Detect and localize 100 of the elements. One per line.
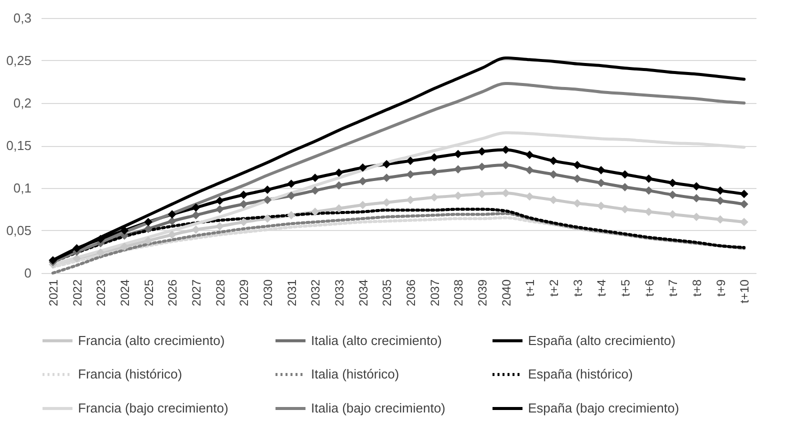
- point: [310, 208, 320, 216]
- x-tick-label: t+8: [690, 279, 704, 297]
- point: [740, 200, 748, 208]
- point: [502, 160, 510, 170]
- point: [72, 244, 81, 253]
- point: [263, 196, 272, 204]
- point: [334, 181, 344, 190]
- x-tick-label: t+1: [523, 279, 538, 297]
- legend-label: Italia (alto crecimiento): [311, 332, 442, 348]
- point: [120, 242, 129, 251]
- x-tick-label: 2031: [284, 279, 299, 306]
- point: [358, 163, 367, 172]
- x-tick-label: 2040: [499, 279, 514, 306]
- x-tick-label: t+5: [618, 279, 632, 297]
- point: [573, 160, 582, 170]
- point: [382, 160, 391, 168]
- point: [573, 199, 582, 208]
- x-tick-label: 2023: [94, 279, 108, 306]
- x-tick-label: 2024: [118, 279, 132, 306]
- y-tick-label: 0,1: [13, 180, 32, 196]
- point: [502, 146, 510, 154]
- point: [549, 156, 558, 165]
- point: [716, 215, 724, 224]
- x-tick-label: t+4: [594, 279, 609, 297]
- point: [334, 168, 344, 177]
- x-tick-label: 2033: [332, 279, 346, 306]
- x-tick-label: 2025: [142, 279, 156, 306]
- point: [239, 190, 248, 199]
- x-tick-label: 2039: [475, 279, 490, 306]
- point: [168, 210, 176, 219]
- point: [430, 168, 438, 176]
- point: [596, 178, 606, 188]
- point: [239, 200, 248, 208]
- point: [263, 186, 272, 194]
- x-tick-label: 2026: [166, 279, 180, 306]
- point: [358, 177, 367, 186]
- x-tick-label: 2035: [380, 279, 394, 306]
- x-tick-label: 2022: [70, 279, 84, 306]
- y-tick-label: 0,25: [6, 53, 32, 68]
- legend-label: España (alto crecimiento): [528, 332, 676, 348]
- point: [620, 170, 630, 179]
- x-tick-label: 2021: [46, 279, 60, 306]
- point: [263, 214, 272, 223]
- x-tick-label: t+3: [570, 279, 585, 297]
- point: [192, 211, 200, 220]
- point: [620, 182, 630, 192]
- point: [168, 216, 176, 226]
- x-tick-label: t+9: [714, 279, 728, 297]
- point: [144, 218, 152, 226]
- point: [382, 174, 391, 182]
- point: [668, 190, 677, 199]
- point: [668, 178, 677, 188]
- point: [168, 230, 176, 239]
- y-tick-label: 0: [24, 266, 32, 280]
- x-tick-label: 2029: [237, 279, 252, 306]
- x-tick-label: t+7: [666, 279, 680, 297]
- point: [216, 222, 224, 230]
- point: [644, 174, 653, 183]
- y-tick-label: 0,05: [6, 223, 32, 238]
- x-tick-label: 2034: [356, 279, 370, 306]
- legend-label: España (bajo crecimiento): [528, 400, 680, 416]
- x-tick-label: 2036: [404, 279, 418, 306]
- x-tick-label: 2037: [428, 279, 442, 306]
- point: [216, 196, 224, 205]
- point: [692, 194, 701, 202]
- point: [310, 174, 320, 182]
- point: [430, 193, 438, 202]
- point: [716, 186, 724, 195]
- point: [406, 156, 415, 165]
- point: [525, 150, 534, 160]
- point: [144, 224, 152, 233]
- x-tick-label: 2030: [260, 279, 275, 306]
- point: [287, 191, 296, 200]
- x-tick-label: t+6: [642, 279, 656, 297]
- point: [454, 165, 462, 174]
- y-tick-label: 0,3: [13, 10, 32, 26]
- x-tick-label: t+2: [546, 279, 561, 297]
- point: [358, 200, 367, 210]
- point: [573, 174, 582, 183]
- point: [96, 248, 105, 257]
- legend-label: Italia (histórico): [311, 366, 400, 382]
- y-tick-label: 0,15: [6, 138, 32, 153]
- point: [692, 182, 701, 190]
- legend-label: Francia (histórico): [78, 366, 182, 382]
- legend-label: Francia (bajo crecimiento): [78, 400, 228, 416]
- x-tick-label: t+10: [738, 279, 752, 304]
- point: [192, 203, 200, 212]
- x-tick-label: 2038: [452, 279, 466, 306]
- x-tick-label: 2027: [189, 279, 204, 306]
- point: [740, 190, 748, 198]
- point: [549, 170, 558, 179]
- point: [644, 186, 653, 195]
- line-series: [51, 212, 746, 274]
- point: [144, 236, 152, 245]
- point: [216, 205, 224, 214]
- legend-label: Francia (alto crecimiento): [78, 332, 225, 348]
- point: [716, 196, 724, 205]
- legend-label: España (histórico): [528, 366, 633, 382]
- legend-label: Italia (bajo crecimiento): [311, 400, 446, 416]
- point: [287, 180, 296, 188]
